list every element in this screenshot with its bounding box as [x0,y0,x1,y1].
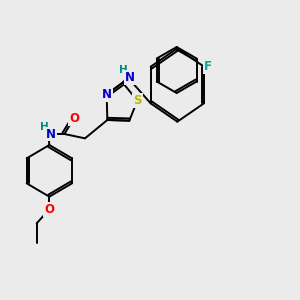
Text: N: N [125,71,135,84]
Text: H: H [119,65,128,75]
Text: S: S [133,94,142,107]
Text: N: N [102,88,112,101]
Text: O: O [44,203,54,216]
Text: H: H [40,122,49,132]
Text: N: N [46,128,56,140]
Text: F: F [204,60,212,73]
Text: O: O [69,112,79,125]
